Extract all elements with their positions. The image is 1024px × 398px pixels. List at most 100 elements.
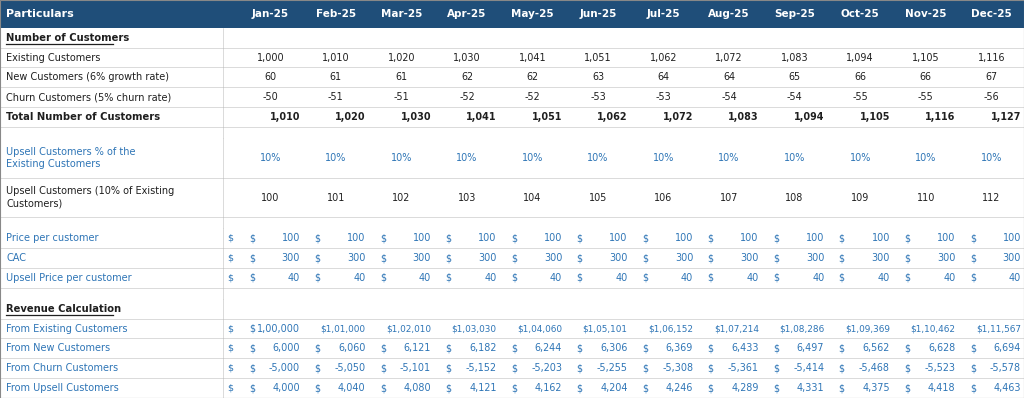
Text: $: $ bbox=[904, 233, 910, 243]
Text: 100: 100 bbox=[478, 233, 497, 243]
Text: -55: -55 bbox=[918, 92, 934, 102]
Text: 1,127: 1,127 bbox=[990, 112, 1021, 122]
Text: $1,11,567: $1,11,567 bbox=[976, 324, 1021, 333]
Text: $: $ bbox=[839, 273, 845, 283]
Text: $: $ bbox=[642, 273, 648, 283]
Text: Upsell Customers (10% of Existing
Customers): Upsell Customers (10% of Existing Custom… bbox=[6, 186, 174, 209]
Text: 100: 100 bbox=[261, 193, 280, 203]
Text: 1,020: 1,020 bbox=[335, 112, 366, 122]
Text: 40: 40 bbox=[878, 273, 890, 283]
Text: 62: 62 bbox=[461, 72, 473, 82]
Text: $1,02,010: $1,02,010 bbox=[386, 324, 431, 333]
Bar bbox=[0, 217, 1024, 228]
Bar bbox=[0, 248, 1024, 268]
Text: -5,000: -5,000 bbox=[269, 363, 300, 373]
Text: 4,418: 4,418 bbox=[928, 383, 955, 393]
Text: Total Number of Customers: Total Number of Customers bbox=[6, 112, 161, 122]
Text: 300: 300 bbox=[478, 253, 497, 263]
Text: 300: 300 bbox=[347, 253, 366, 263]
Text: $: $ bbox=[642, 233, 648, 243]
Text: $: $ bbox=[511, 253, 517, 263]
Bar bbox=[0, 107, 1024, 127]
Text: 4,204: 4,204 bbox=[600, 383, 628, 393]
Text: From Existing Customers: From Existing Customers bbox=[6, 324, 128, 334]
Text: Aug-25: Aug-25 bbox=[709, 9, 750, 19]
Text: -54: -54 bbox=[721, 92, 737, 102]
Text: $: $ bbox=[249, 233, 255, 243]
Text: 300: 300 bbox=[544, 253, 562, 263]
Text: -5,578: -5,578 bbox=[990, 363, 1021, 373]
Text: 100: 100 bbox=[282, 233, 300, 243]
Text: $: $ bbox=[577, 273, 583, 283]
Text: $: $ bbox=[708, 363, 714, 373]
Text: 1,051: 1,051 bbox=[531, 112, 562, 122]
Bar bbox=[0, 178, 1024, 217]
Text: Price per customer: Price per customer bbox=[6, 233, 98, 243]
Text: 300: 300 bbox=[1002, 253, 1021, 263]
Bar bbox=[0, 299, 1024, 318]
Text: 100: 100 bbox=[347, 233, 366, 243]
Text: 1,010: 1,010 bbox=[323, 53, 349, 62]
Text: May-25: May-25 bbox=[511, 9, 554, 19]
Text: $: $ bbox=[642, 343, 648, 353]
Text: 300: 300 bbox=[871, 253, 890, 263]
Text: $: $ bbox=[773, 253, 779, 263]
Text: $: $ bbox=[227, 344, 233, 353]
Text: $: $ bbox=[577, 363, 583, 373]
Text: $: $ bbox=[314, 343, 321, 353]
Text: 10%: 10% bbox=[784, 153, 805, 163]
Text: Dec-25: Dec-25 bbox=[971, 9, 1012, 19]
Text: $: $ bbox=[773, 233, 779, 243]
Text: -5,468: -5,468 bbox=[859, 363, 890, 373]
Text: -51: -51 bbox=[393, 92, 410, 102]
Text: -52: -52 bbox=[524, 92, 541, 102]
Text: 67: 67 bbox=[985, 72, 997, 82]
Bar bbox=[0, 138, 1024, 178]
Text: $: $ bbox=[314, 233, 321, 243]
Text: $1,03,030: $1,03,030 bbox=[452, 324, 497, 333]
Text: $1,10,462: $1,10,462 bbox=[910, 324, 955, 333]
Text: Sep-25: Sep-25 bbox=[774, 9, 815, 19]
Text: 300: 300 bbox=[937, 253, 955, 263]
Text: 10%: 10% bbox=[981, 153, 1001, 163]
Text: Jan-25: Jan-25 bbox=[252, 9, 289, 19]
Text: $: $ bbox=[249, 324, 255, 334]
Text: 4,162: 4,162 bbox=[535, 383, 562, 393]
Text: $: $ bbox=[839, 383, 845, 393]
Text: $: $ bbox=[445, 383, 452, 393]
Text: $: $ bbox=[839, 343, 845, 353]
Text: New Customers (6% growth rate): New Customers (6% growth rate) bbox=[6, 72, 169, 82]
Text: Feb-25: Feb-25 bbox=[315, 9, 356, 19]
Text: 40: 40 bbox=[419, 273, 431, 283]
Text: $: $ bbox=[380, 343, 386, 353]
Text: 61: 61 bbox=[395, 72, 408, 82]
Text: 1,030: 1,030 bbox=[454, 53, 480, 62]
Text: 1,041: 1,041 bbox=[466, 112, 497, 122]
Text: 6,306: 6,306 bbox=[600, 343, 628, 353]
Text: $: $ bbox=[839, 233, 845, 243]
Text: 63: 63 bbox=[592, 72, 604, 82]
Text: $: $ bbox=[380, 253, 386, 263]
Text: 4,040: 4,040 bbox=[338, 383, 366, 393]
Text: $1,01,000: $1,01,000 bbox=[321, 324, 366, 333]
Text: 66: 66 bbox=[920, 72, 932, 82]
Text: $: $ bbox=[708, 273, 714, 283]
Text: $1,05,101: $1,05,101 bbox=[583, 324, 628, 333]
Text: 4,080: 4,080 bbox=[403, 383, 431, 393]
Text: From New Customers: From New Customers bbox=[6, 343, 111, 353]
Text: Churn Customers (5% churn rate): Churn Customers (5% churn rate) bbox=[6, 92, 171, 102]
Text: $: $ bbox=[708, 343, 714, 353]
Text: $: $ bbox=[577, 383, 583, 393]
Text: $: $ bbox=[249, 343, 255, 353]
Text: 1,083: 1,083 bbox=[781, 53, 808, 62]
Text: 1,094: 1,094 bbox=[794, 112, 824, 122]
Text: 102: 102 bbox=[392, 193, 411, 203]
Text: $: $ bbox=[314, 273, 321, 283]
Text: Jun-25: Jun-25 bbox=[580, 9, 616, 19]
Bar bbox=[0, 228, 1024, 248]
Bar bbox=[0, 338, 1024, 358]
Text: $1,07,214: $1,07,214 bbox=[714, 324, 759, 333]
Bar bbox=[0, 68, 1024, 87]
Text: $1,04,060: $1,04,060 bbox=[517, 324, 562, 333]
Text: 300: 300 bbox=[609, 253, 628, 263]
